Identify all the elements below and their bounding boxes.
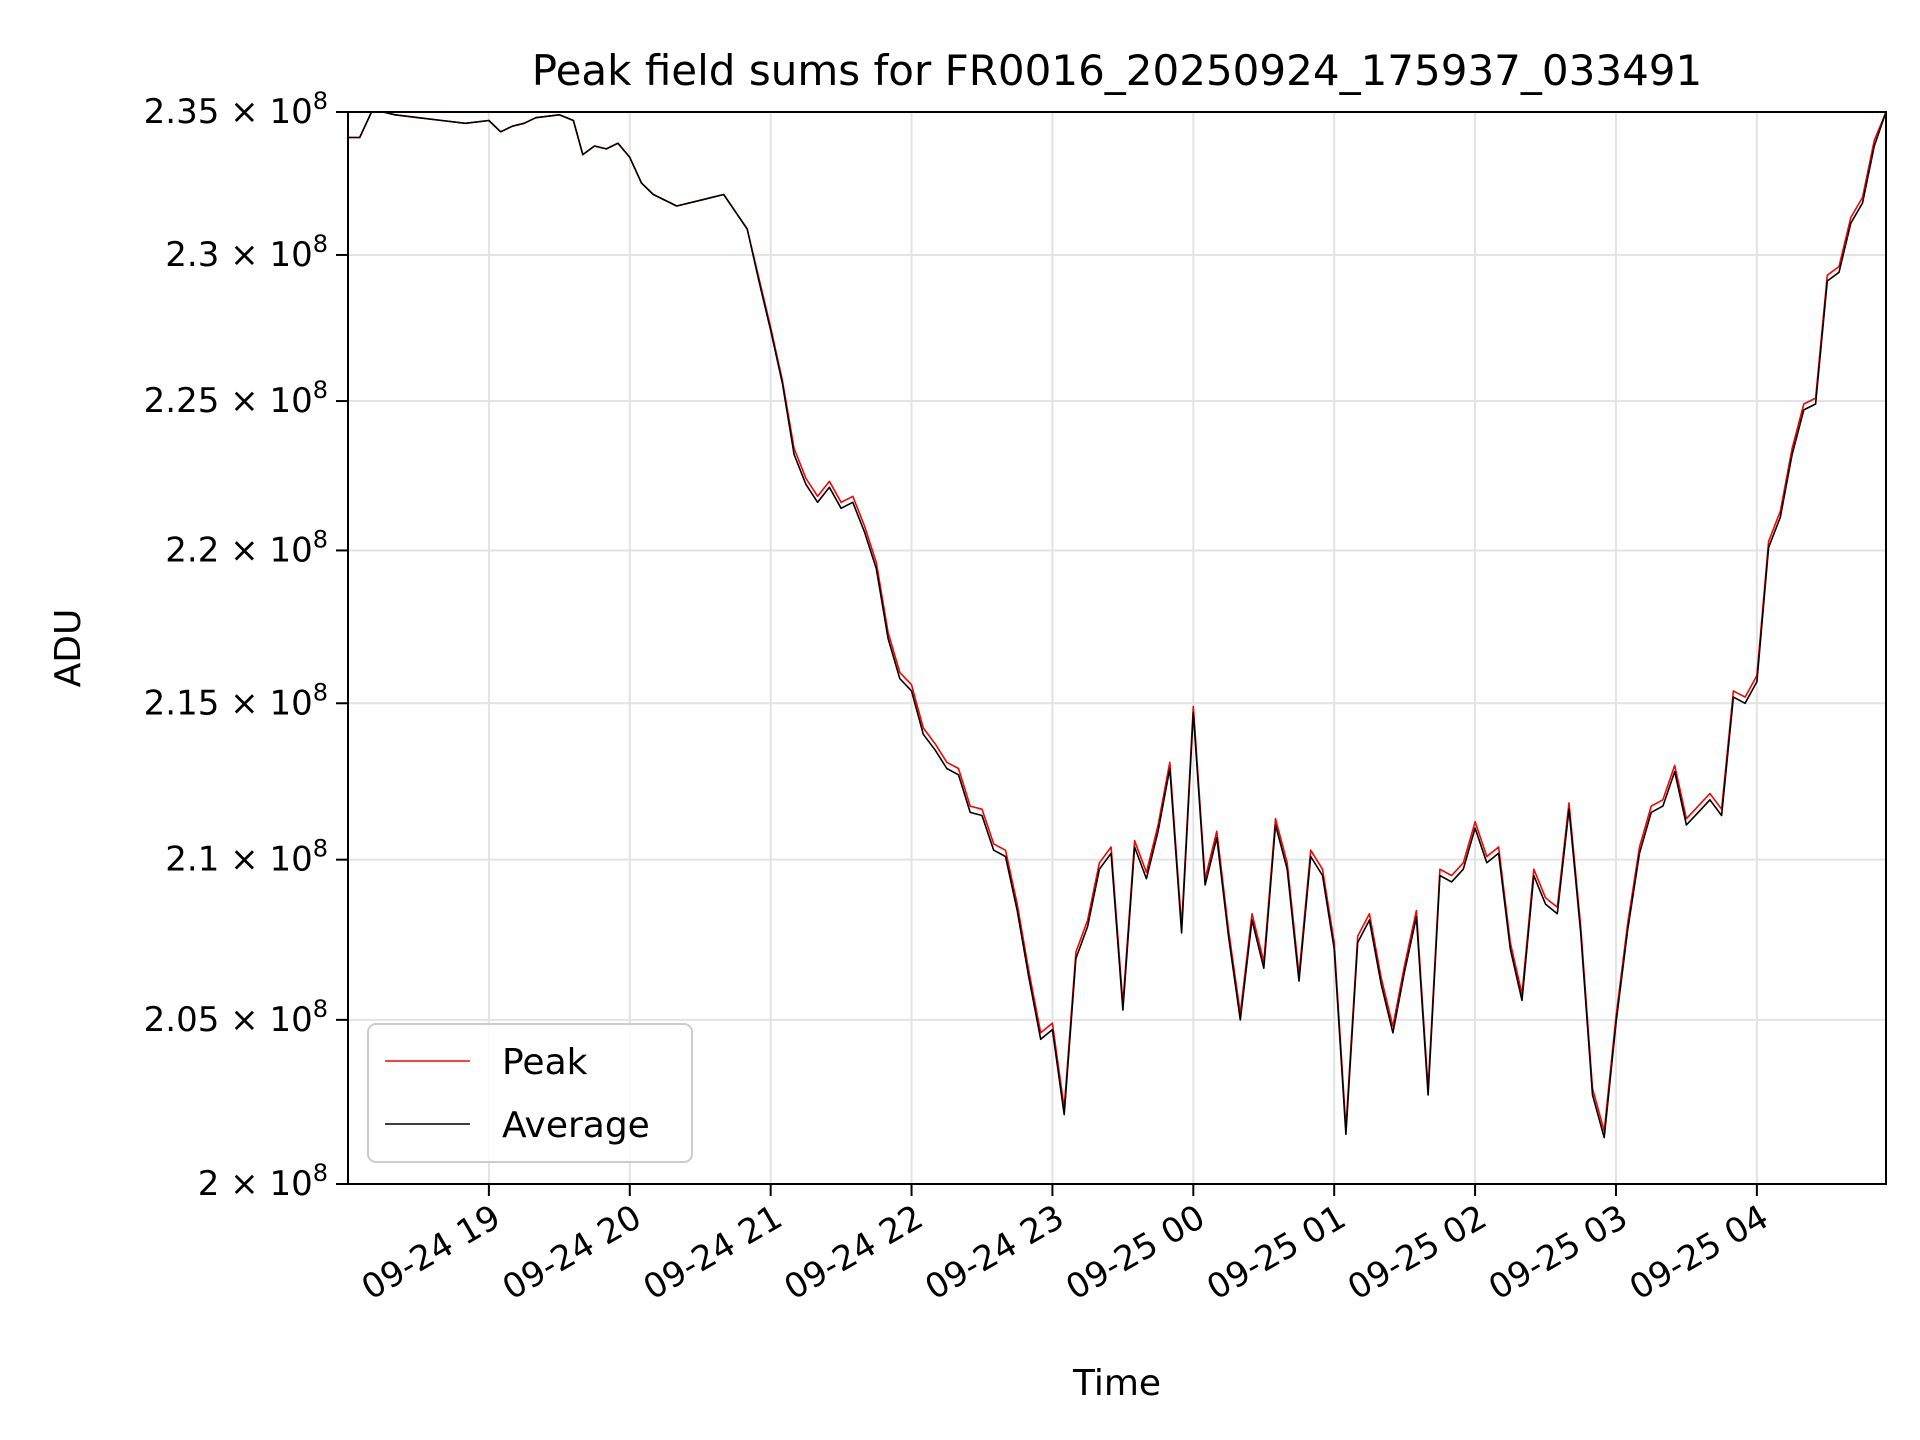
legend: Peak Average [367,1023,693,1163]
chart-title: Peak field sums for FR0016_20250924_1759… [532,46,1702,95]
plot-area [348,112,1886,1184]
y-axis-label: ADU [48,609,89,688]
series-layer [348,111,1887,1139]
y-tick-label: 2.05 × 108 [144,995,328,1040]
y-tick-label: 2.3 × 108 [165,230,328,275]
legend-box [367,1023,693,1163]
series-line-average [348,111,1887,1139]
x-gridlines [487,112,1758,1184]
y-tick-label: 2 × 108 [198,1159,328,1204]
x-axis-label: Time [1072,1363,1161,1404]
y-tick-label: 2.1 × 108 [165,835,328,880]
plot-frame [347,111,1887,1185]
y-tick-label: 2.2 × 108 [165,525,328,570]
legend-label-average: Average [502,1105,650,1146]
y-tick-label: 2.25 × 108 [144,376,328,421]
legend-label-peak: Peak [502,1042,588,1083]
y-tick-label: 2.15 × 108 [144,678,328,723]
y-axis-ticks: 2 × 108 2.05 × 108 2.1 × 108 2.15 × 108 2.2 … [144,87,348,1204]
y-tick-label: 2.35 × 108 [144,87,328,132]
